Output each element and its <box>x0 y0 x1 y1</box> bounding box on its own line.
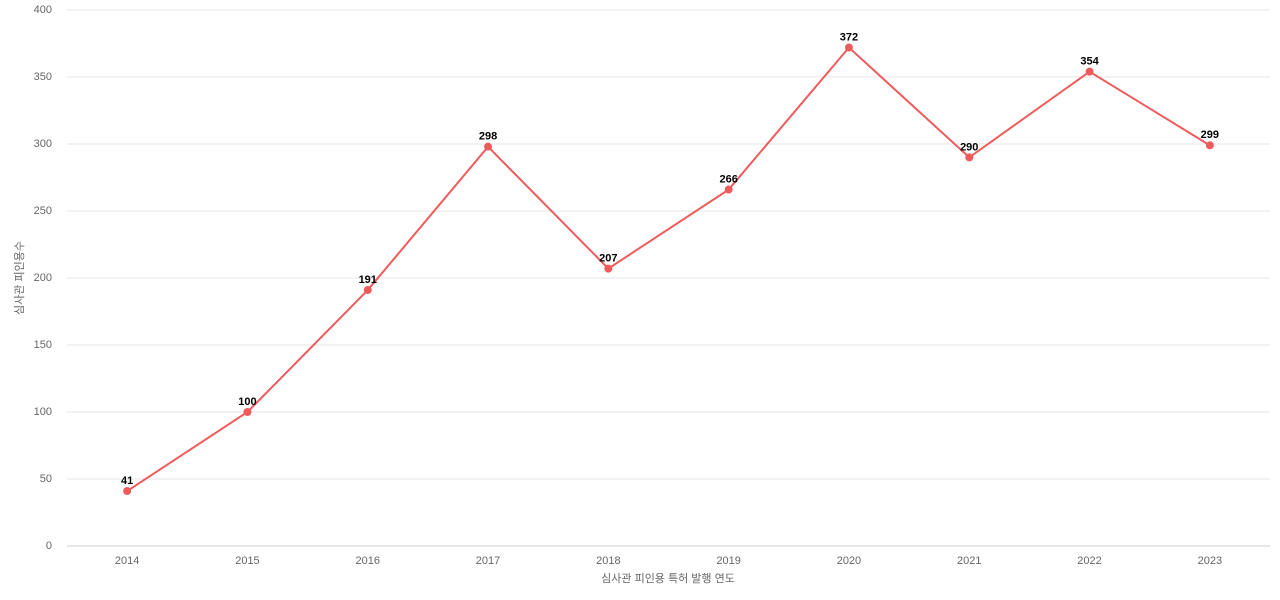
value-label: 290 <box>960 141 978 153</box>
x-tick-label: 2018 <box>596 555 620 567</box>
value-label: 191 <box>359 274 377 286</box>
point <box>1205 141 1214 150</box>
x-tick-label: 2014 <box>115 555 139 567</box>
line <box>126 46 1211 492</box>
x-tick-label: 2021 <box>957 555 981 567</box>
value-label: 207 <box>599 253 617 265</box>
y-tick-label: 300 <box>34 138 52 150</box>
x-tick-label: 2020 <box>837 555 861 567</box>
value-label: 41 <box>121 475 133 487</box>
point <box>1085 67 1094 76</box>
y-tick-label: 400 <box>34 4 52 16</box>
point <box>243 408 252 416</box>
value-label: 100 <box>238 396 256 408</box>
y-axis-label: 심사관 피인용수 <box>13 241 26 315</box>
y-tick-label: 200 <box>34 272 52 284</box>
point <box>844 43 853 52</box>
value-label: 266 <box>719 173 737 185</box>
value-label: 299 <box>1201 129 1219 141</box>
x-tick-label: 2019 <box>716 555 740 567</box>
x-tick-label: 2017 <box>476 555 500 567</box>
x-axis-label: 심사관 피인용 특허 발행 연도 <box>601 572 735 585</box>
value-label: 354 <box>1080 56 1099 68</box>
point <box>965 153 974 162</box>
y-tick-label: 0 <box>46 540 52 552</box>
x-tick-label: 2015 <box>235 555 259 567</box>
y-tick-label: 50 <box>40 473 52 485</box>
x-tick-label: 2022 <box>1077 555 1101 567</box>
x-tick-label: 2016 <box>356 555 380 567</box>
y-tick-label: 250 <box>34 205 52 217</box>
x-tick-label: 2023 <box>1198 555 1222 567</box>
value-label: 298 <box>479 131 497 143</box>
value-label: 372 <box>840 31 858 43</box>
point <box>724 185 733 194</box>
point <box>363 286 372 295</box>
point <box>123 487 132 496</box>
y-tick-label: 100 <box>34 406 52 418</box>
y-tick-label: 150 <box>34 339 52 351</box>
point <box>604 264 613 273</box>
point <box>484 142 493 151</box>
y-tick-label: 350 <box>34 71 52 83</box>
